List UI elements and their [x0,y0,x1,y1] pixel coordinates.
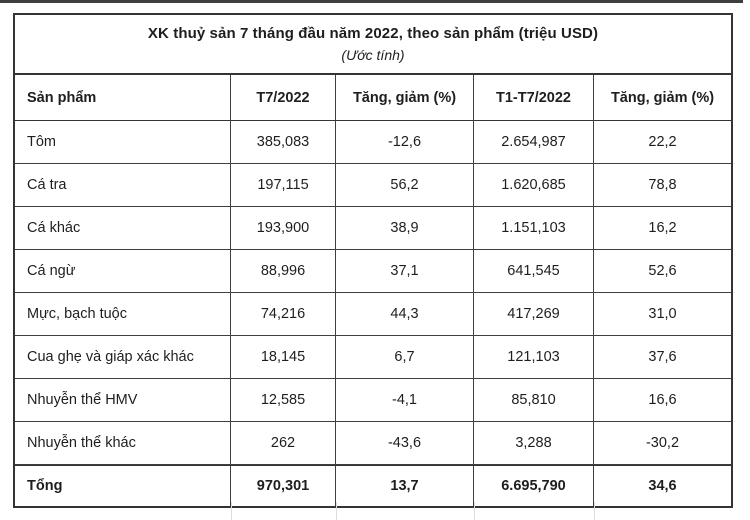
total-value-cell: 13,7 [336,466,474,506]
column-header-product: Sản phẩm [15,75,231,120]
value-cell: 44,3 [336,293,474,335]
value-cell: -12,6 [336,121,474,163]
total-value-cell: 6.695,790 [474,466,594,506]
value-cell: 16,2 [648,220,677,236]
table-row: Mực, bạch tuộc 74,216 44,3 417,269 31,0 [15,293,731,336]
column-header-ytd: T1-T7/2022 [474,75,594,120]
value-cell: -30,2 [645,435,680,451]
value-cell: 37,1 [336,250,474,292]
value-cell: 88,996 [231,250,336,292]
value-cell: 197,115 [231,164,336,206]
value-cell: 74,216 [231,293,336,335]
value-cell: 641,545 [474,250,594,292]
value-cell: 6,7 [336,336,474,378]
table-row: Nhuyễn thể khác 262 -43,6 3,288 -30,2 [15,422,731,465]
cropped-next-row-line [474,502,475,520]
value-cell: 12,585 [231,379,336,421]
total-value-cell: 34,6 [648,478,677,494]
cropped-next-row-line [231,502,232,520]
product-cell: Tôm [15,121,231,163]
value-cell: 31,0 [648,306,677,322]
product-cell: Nhuyễn thể khác [15,422,231,464]
value-cell: 1.151,103 [474,207,594,249]
value-cell: 38,9 [336,207,474,249]
column-header-ytd-change: Tăng, giảm (%) [610,89,715,106]
product-cell: Cá tra [15,164,231,206]
value-cell: 121,103 [474,336,594,378]
value-cell: -43,6 [336,422,474,464]
value-cell: 16,6 [648,392,677,408]
value-cell: 78,8 [648,177,677,193]
table-title-block: XK thuỷ sản 7 tháng đầu năm 2022, theo s… [15,15,731,75]
total-value-cell: 970,301 [231,466,336,506]
product-cell: Cá ngừ [15,250,231,292]
column-header-month-change: Tăng, giảm (%) [336,75,474,120]
value-cell: 22,2 [648,134,677,150]
table-row: Cá ngừ 88,996 37,1 641,545 52,6 [15,250,731,293]
value-cell: 385,083 [231,121,336,163]
total-label-cell: Tổng [15,466,231,506]
table-row: Nhuyễn thể HMV 12,585 -4,1 85,810 16,6 [15,379,731,422]
product-cell: Cá khác [15,207,231,249]
value-cell: -4,1 [336,379,474,421]
value-cell: 1.620,685 [474,164,594,206]
value-cell: 3,288 [474,422,594,464]
table-row: Tôm 385,083 -12,6 2.654,987 22,2 [15,121,731,164]
value-cell: 85,810 [474,379,594,421]
value-cell: 56,2 [336,164,474,206]
table-total-row: Tổng 970,301 13,7 6.695,790 34,6 [15,465,731,506]
cropped-top-edge-artifact [0,0,743,3]
column-header-month: T7/2022 [231,75,336,120]
value-cell: 37,6 [648,349,677,365]
table-subtitle: (Ước tính) [341,47,405,63]
value-cell: 262 [231,422,336,464]
product-cell: Nhuyễn thể HMV [15,379,231,421]
seafood-export-table: XK thuỷ sản 7 tháng đầu năm 2022, theo s… [13,13,733,508]
value-cell: 2.654,987 [474,121,594,163]
table-row: Cá khác 193,900 38,9 1.151,103 16,2 [15,207,731,250]
cropped-next-row-line [594,502,595,520]
product-cell: Mực, bạch tuộc [15,293,231,335]
cropped-next-row-line [336,502,337,520]
value-cell: 18,145 [231,336,336,378]
table-row: Cua ghẹ và giáp xác khác 18,145 6,7 121,… [15,336,731,379]
value-cell: 417,269 [474,293,594,335]
value-cell: 193,900 [231,207,336,249]
table-header-row: Sản phẩm T7/2022 Tăng, giảm (%) T1-T7/20… [15,75,731,121]
product-cell: Cua ghẹ và giáp xác khác [15,336,231,378]
table-row: Cá tra 197,115 56,2 1.620,685 78,8 [15,164,731,207]
value-cell: 52,6 [648,263,677,279]
table-title: XK thuỷ sản 7 tháng đầu năm 2022, theo s… [147,25,599,42]
